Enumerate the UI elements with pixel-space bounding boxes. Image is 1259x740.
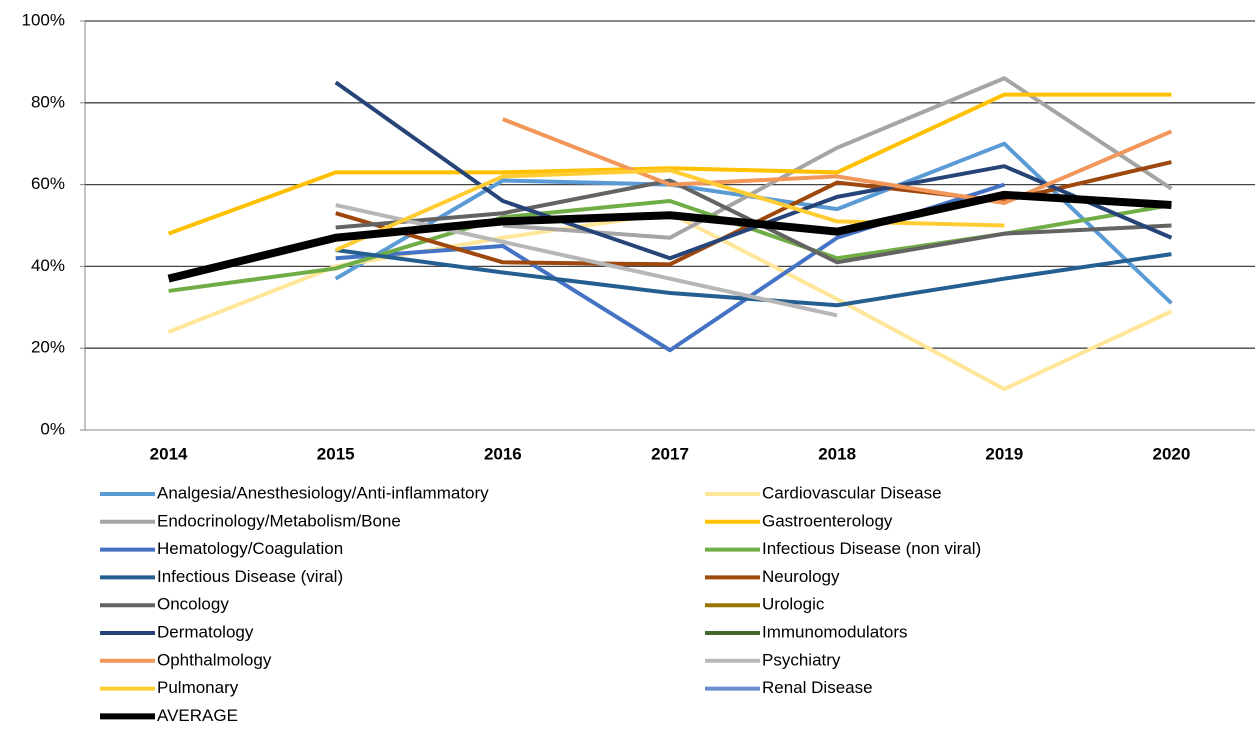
legend-label: AVERAGE	[157, 706, 238, 725]
legend-label: Renal Disease	[762, 678, 873, 697]
x-tick-label: 2018	[818, 444, 856, 463]
x-tick-label: 2017	[651, 444, 689, 463]
legend-label: Cardiovascular Disease	[762, 483, 942, 502]
series-line	[167, 92, 1172, 236]
legend-label: Oncology	[157, 595, 229, 614]
series-line	[335, 160, 1172, 267]
x-tick-label: 2016	[484, 444, 522, 463]
x-tick-label: 2020	[1153, 444, 1191, 463]
y-tick-label: 0%	[40, 419, 65, 438]
series-line	[502, 117, 1173, 206]
legend-label: Analgesia/Anesthesiology/Anti-inflammato…	[157, 483, 489, 502]
y-tick-label: 80%	[31, 92, 65, 111]
series-line	[167, 190, 1172, 283]
series-line	[335, 182, 1005, 353]
legend-label: Endocrinology/Metabolism/Bone	[157, 511, 401, 530]
legend-label: Gastroenterology	[762, 511, 893, 530]
legend-label: Psychiatry	[762, 650, 841, 669]
legend-label: Ophthalmology	[157, 650, 272, 669]
y-tick-label: 20%	[31, 338, 65, 357]
legend-label: Neurology	[762, 567, 840, 586]
legend-label: Urologic	[762, 595, 825, 614]
series-line	[334, 80, 1173, 261]
y-tick-label: 100%	[22, 10, 65, 29]
legend-label: Pulmonary	[157, 678, 239, 697]
y-tick-label: 60%	[31, 174, 65, 193]
legend-label: Infectious Disease (viral)	[157, 567, 343, 586]
y-tick-label: 40%	[31, 256, 65, 275]
legend-label: Infectious Disease (non viral)	[762, 539, 981, 558]
legend-label: Immunomodulators	[762, 622, 908, 641]
x-tick-label: 2014	[150, 444, 188, 463]
legend-label: Hematology/Coagulation	[157, 539, 343, 558]
x-tick-label: 2015	[317, 444, 355, 463]
x-tick-label: 2019	[985, 444, 1023, 463]
series-line	[502, 76, 1173, 240]
legend-label: Dermatology	[157, 622, 254, 641]
series-line	[335, 203, 838, 318]
